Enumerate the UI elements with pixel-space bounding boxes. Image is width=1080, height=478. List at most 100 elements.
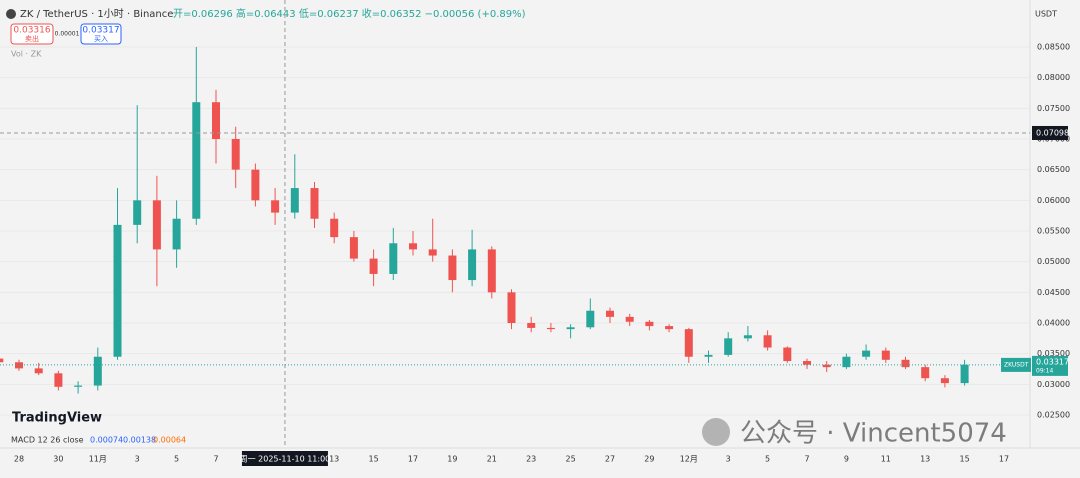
y-tick-label: 0.03000 [1037, 380, 1070, 389]
y-tick-label: 0.04000 [1037, 319, 1070, 328]
logo: TradingView [12, 411, 102, 426]
candle-body [803, 361, 811, 365]
sell-label: 卖出 [25, 34, 39, 43]
candle-body [192, 102, 201, 219]
x-tick-label: 5 [174, 455, 179, 464]
currency[interactable]: USDT [1035, 10, 1057, 19]
x-tick-label: 28 [14, 455, 24, 464]
candle-body [133, 200, 142, 225]
candle-body [527, 323, 536, 328]
candle-body [586, 310, 595, 328]
candle-body [212, 102, 220, 139]
x-tick-label: 19 [447, 455, 457, 464]
candle-body [409, 243, 417, 250]
x-tick-label: 17 [408, 455, 418, 464]
candle-body [271, 200, 280, 213]
candle-body [468, 249, 477, 281]
y-tick-label: 0.03500 [1037, 349, 1070, 358]
candle-body [783, 347, 792, 362]
candle-body [231, 139, 240, 170]
buy-button[interactable] [80, 23, 122, 45]
volume-label: Vol · ZK [11, 50, 42, 59]
candle-body [960, 364, 969, 384]
x-tick-label: 29 [644, 455, 654, 464]
candle-body [310, 188, 319, 219]
candle-body [822, 364, 831, 368]
last-price-box [1032, 355, 1068, 376]
crosshair-time-box [241, 451, 328, 466]
candle-body [704, 354, 713, 357]
x-tick-label: 12月 [680, 455, 698, 464]
buy-label: 买入 [94, 35, 108, 43]
x-tick-label: 30 [53, 455, 63, 464]
candle-body [389, 243, 398, 274]
x-tick-label: 17 [999, 455, 1009, 464]
candle-body [606, 310, 614, 317]
y-tick-label: 0.08500 [1037, 43, 1070, 52]
candle-body [743, 335, 752, 339]
last-price-symbol-box [1001, 357, 1031, 372]
x-tick-label: 27 [605, 455, 615, 464]
x-tick-label: 3 [726, 455, 731, 464]
y-tick-label: 0.07500 [1037, 104, 1070, 113]
x-tick-label: 9 [844, 455, 849, 464]
candle-body [0, 358, 4, 363]
candle-body [665, 326, 674, 330]
candle-body [172, 218, 181, 250]
x-tick-label: 3 [135, 455, 140, 464]
x-tick-label: 21 [487, 455, 497, 464]
x-tick-label: 23 [526, 455, 536, 464]
countdown: 09:14 [1036, 367, 1053, 374]
candle-body [862, 350, 871, 357]
candle-body [921, 367, 930, 379]
candle-body [901, 359, 910, 368]
crosshair-price: 0.07098 [1036, 128, 1069, 137]
buy-price: 0.03317 [82, 26, 119, 36]
candle-body [684, 329, 693, 357]
candle-body [428, 249, 437, 256]
candle-body [566, 327, 575, 330]
candle-body [152, 200, 161, 250]
last-price: 0.03317 [1036, 357, 1069, 366]
candle-body [487, 249, 496, 293]
sell-button[interactable] [10, 23, 54, 45]
spread: 0.00001 [55, 31, 80, 38]
candle-body [34, 368, 43, 374]
x-tick-label: 15 [960, 455, 970, 464]
last-price-symbol: ZKUSDT [1004, 361, 1029, 368]
candle-body [113, 224, 122, 357]
macd-value: 0.00074 [90, 436, 123, 445]
candle-body [330, 218, 339, 238]
y-tick-label: 0.06500 [1037, 165, 1070, 174]
x-tick-label: 25 [566, 455, 576, 464]
candle-body [54, 373, 63, 387]
watermark-icon [702, 418, 730, 446]
crosshair-price-box [1032, 125, 1068, 140]
y-tick-label: 0.08000 [1037, 73, 1070, 82]
macd-signal: 0.00138 [123, 436, 156, 445]
x-tick-label: 5 [765, 455, 770, 464]
candle-body [251, 169, 260, 201]
crosshair-time: 周一 2025-11-10 11:00 [240, 455, 331, 464]
candle-body [940, 378, 949, 384]
ohlc: 开=0.06296 高=0.06443 低=0.06237 收=0.06352 … [173, 7, 526, 20]
candle-body [369, 258, 378, 274]
candle-body [448, 255, 457, 281]
macd-hist: 0.00064 [153, 436, 186, 445]
candle-body [724, 338, 733, 355]
candle-body [881, 350, 890, 360]
y-tick-label: 0.04500 [1037, 288, 1070, 297]
x-tick-label: 13 [329, 455, 339, 464]
candle-body [645, 321, 654, 327]
candle-body [763, 335, 772, 348]
candle-body [842, 356, 851, 368]
y-tick-label: 0.05000 [1037, 257, 1070, 266]
y-tick-label: 0.05500 [1037, 227, 1070, 236]
symbol-icon [6, 9, 16, 19]
x-tick-label: 11月 [89, 455, 107, 464]
x-tick-label: 7 [213, 455, 218, 464]
watermark: 公众号 · Vincent5074 [740, 419, 1007, 449]
x-tick-label: 7 [804, 455, 809, 464]
